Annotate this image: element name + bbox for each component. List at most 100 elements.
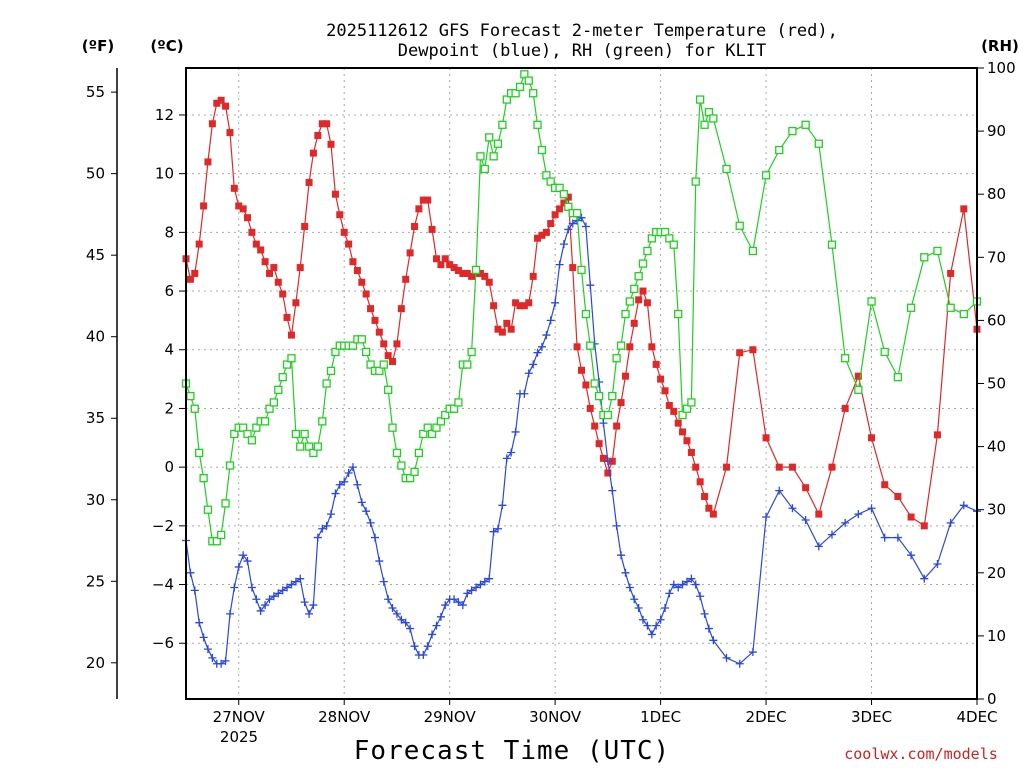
temperature-point [424,196,432,204]
rh-point [608,391,617,401]
dewpoint-point [520,389,529,398]
dewpoint-point [946,518,955,527]
fahrenheit-tick-label: 50 [86,165,105,183]
series-dewpoint [182,213,981,668]
rh-point [630,284,639,294]
fahrenheit-tick-label: 35 [86,409,105,427]
rh-point [463,360,472,369]
dewpoint-point [722,653,731,662]
rh-point [546,177,555,186]
temperature-point [749,346,757,354]
rh-point [854,385,863,394]
temperature-point [243,214,251,222]
rh-point [572,208,582,218]
dewpoint-point [265,595,274,604]
series-rh [181,70,982,546]
dewpoint-point [709,636,718,645]
temperature-point [582,381,590,389]
dewpoint-point [907,551,916,560]
temperature-point [854,372,862,380]
dewpoint-point [564,225,573,234]
temperature-point [920,522,928,530]
rh-point [520,70,529,79]
fahrenheit-tick-label: 45 [86,246,105,264]
rh-point [454,398,463,407]
temperature-point [239,205,247,213]
rh-point [441,410,450,420]
temperature-point [393,340,401,348]
temperature-point [432,255,440,263]
temperature-point [538,231,546,239]
rh-point [322,379,331,388]
dewpoint-point [735,659,744,668]
rh-point [735,221,744,230]
temperature-point [626,343,634,351]
rh-point [542,171,551,180]
series-2-meter-temperature [182,96,981,530]
temperature-point [279,290,287,298]
rh-point [581,309,591,319]
dewpoint-point [247,583,256,592]
dewpoint-point [278,586,287,595]
rh-point [476,152,485,161]
temperature-point [380,340,388,348]
rh-point [274,385,283,394]
dewpoint-point [674,583,683,592]
dewpoint-point [748,648,757,657]
celsius-tick-label: −6 [152,634,174,652]
temperature-point [490,302,498,310]
rh-point [296,442,305,451]
rh-point [225,461,235,470]
dewpoint-point [630,595,639,604]
temperature-point [419,196,427,204]
dewpoint-point [669,580,678,589]
temperature-point [815,510,823,518]
temperature-point [353,267,361,275]
rh-tick-label: 60 [987,311,1006,329]
date-tick-label: 29NOV [424,708,477,726]
rh-point [199,473,208,483]
temperature-point [494,325,502,333]
rh-point [467,347,476,357]
rh-point [203,505,213,514]
dewpoint-point [599,419,608,428]
dewpoint-point [476,580,485,589]
date-tick-label: 30NOV [529,708,582,726]
rh-point [252,423,261,432]
rh-axis: 0 10 20 30 40 50 60 70 80 90 100 [977,59,1016,708]
rh-point [449,404,459,413]
rh-point [212,537,221,546]
temperature-point [204,158,212,166]
temperature-point [266,269,274,277]
temperature-point [652,360,660,368]
dewpoint-point [419,650,428,659]
dewpoint-point [867,504,876,513]
rh-point [427,429,437,439]
temperature-point [340,228,348,236]
temperature-point [437,261,445,269]
temperature-point [406,249,414,257]
rh-point [691,177,700,186]
temperature-point [476,269,484,277]
temperature-point [314,132,322,140]
dewpoint-point [190,586,199,595]
rh-point [687,398,696,407]
temperature-point [287,331,295,339]
temperature-point [701,492,709,500]
dewpoint-point [700,609,709,618]
rh-point [867,297,876,306]
dewpoint-point [656,615,665,624]
temperature-point [665,402,673,410]
celsius-tick-label: 8 [164,223,174,241]
dewpoint-point [375,557,384,566]
rh-point [761,171,771,180]
rh-point [384,385,393,394]
dewpoint-point [340,477,349,486]
dewpoint-point [472,583,481,592]
temperature-point [226,129,234,137]
dewpoint-point [291,577,300,586]
rh-point [278,373,287,382]
celsius-tick-label: 2 [164,399,174,417]
dewpoint-point [230,583,239,592]
